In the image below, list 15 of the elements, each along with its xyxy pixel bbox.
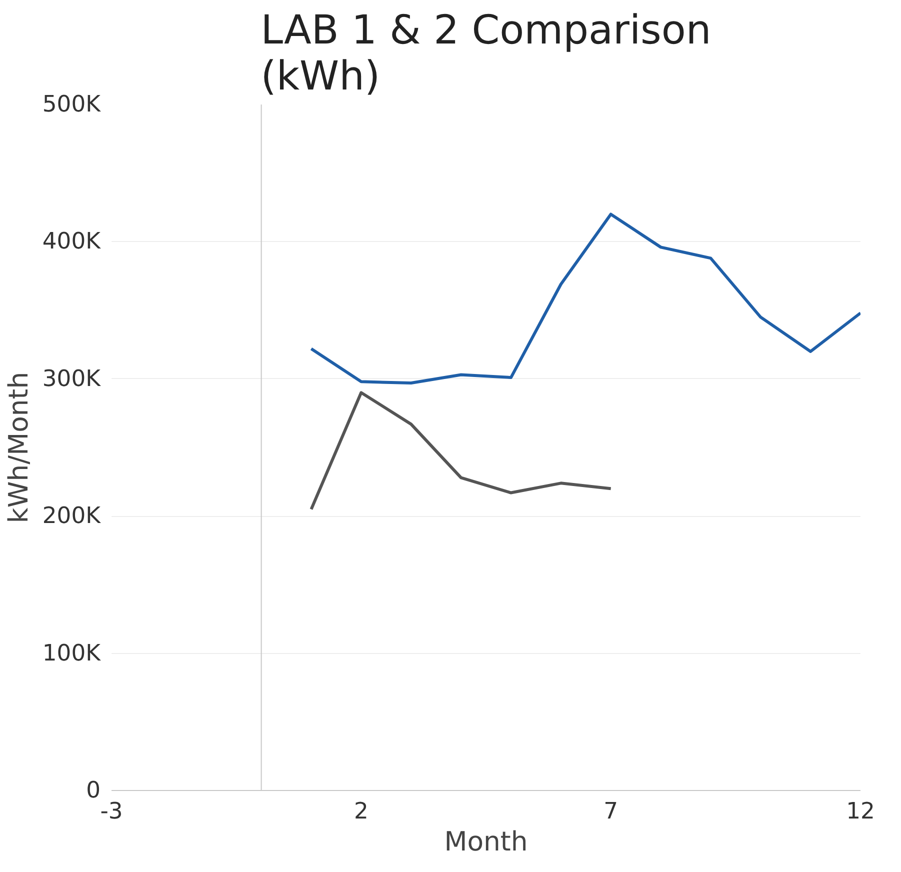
x-tick-label: 12 <box>846 798 875 824</box>
chart-title: LAB 1 & 2 Comparison (kWh) <box>260 8 712 100</box>
x-axis-title: Month <box>444 826 528 858</box>
y-tick-label: 500K <box>42 92 102 118</box>
x-tick-label: 7 <box>604 798 618 824</box>
line-series <box>310 391 612 511</box>
y-tick-label: 100K <box>42 640 102 666</box>
y-tick-label: 400K <box>42 228 102 255</box>
line-series <box>310 212 860 385</box>
y-axis-title: kWh/Month <box>3 372 34 524</box>
y-tick-label: 200K <box>42 503 102 530</box>
x-tick-label: 2 <box>354 798 368 824</box>
x-tick-label: -3 <box>100 798 123 824</box>
y-tick-label: 0 <box>86 778 101 804</box>
y-tick-label: 300K <box>42 366 102 392</box>
